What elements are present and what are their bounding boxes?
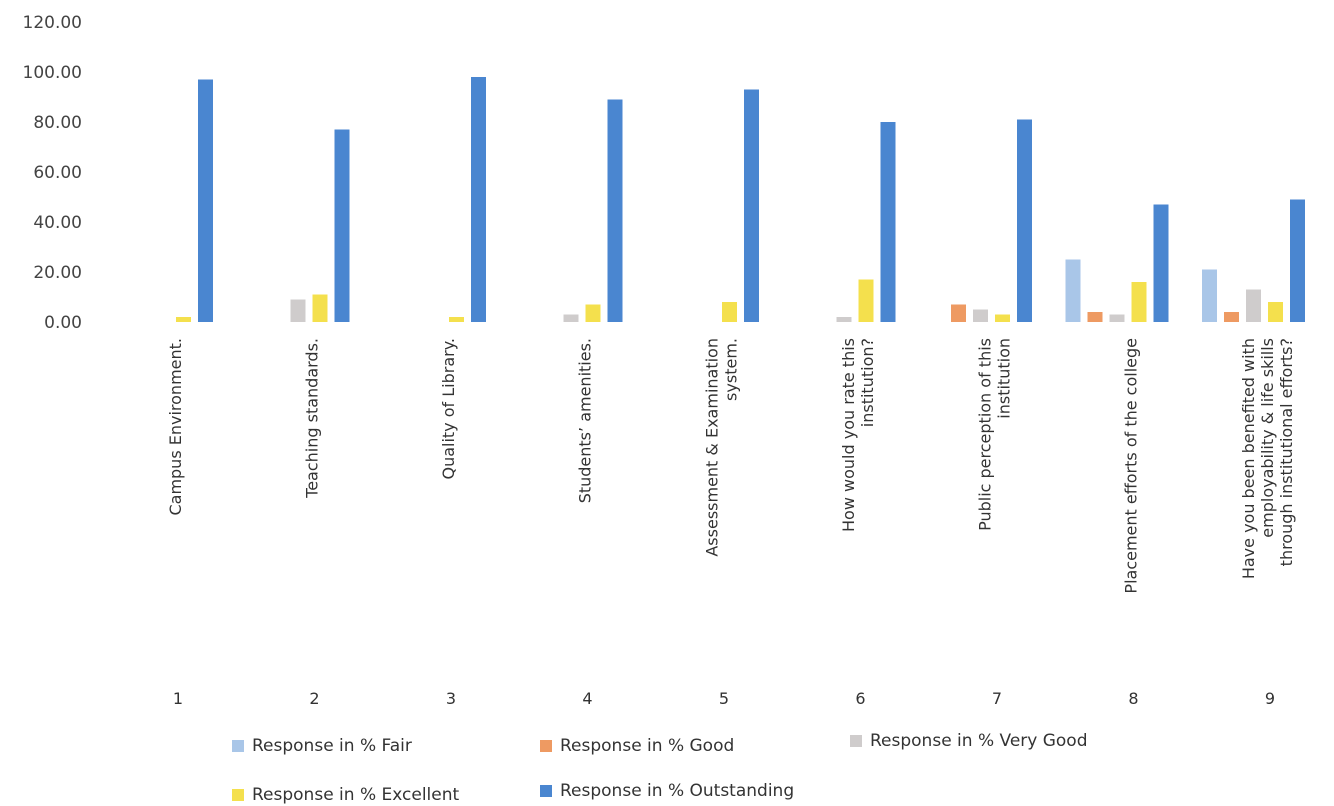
legend-label-outstanding: Response in % Outstanding [560,781,795,801]
legend-label-excellent: Response in % Excellent [252,785,460,805]
y-axis: 0.00 20.00 40.00 60.00 80.00 100.00 120.00 [23,13,82,333]
category-number-6: 6 [855,689,865,708]
legend-label-fair: Response in % Fair [252,736,412,756]
category-label-line: Assessment & Examination [703,338,722,557]
category-label-9: Have you been benefited withemployabilit… [1239,338,1296,579]
category-number-3: 3 [446,689,456,708]
category-label-line: Students’ amenities. [576,338,595,503]
bar-outstanding-1 [198,79,213,322]
y-tick-label: 0.00 [44,313,82,333]
bar-very-good-4 [563,314,579,322]
category-label-1: Campus Environment. [166,338,185,516]
legend-fair: Response in % Fair [232,736,412,756]
y-tick-label: 120.00 [23,13,82,33]
category-number-4: 4 [582,689,592,708]
legend-swatch-outstanding [540,785,552,797]
bar-excellent-9 [1268,302,1283,322]
bar-excellent-6 [858,279,874,322]
category-label-line: Have you been benefited with [1239,338,1258,579]
category-label-3: Quality of Library. [439,338,458,480]
bar-outstanding-8 [1153,204,1169,322]
category-labels: Campus Environment. Teaching standards. Qu… [166,338,1296,594]
category-label-5: Assessment & Examinationsystem. [703,338,741,557]
category-number-8: 8 [1128,689,1138,708]
bar-very-good-9 [1246,289,1261,322]
category-label-line: institution [995,338,1014,419]
category-label-7: Public perception of thisinstitution [976,338,1014,531]
bar-outstanding-2 [334,129,350,322]
category-number-2: 2 [309,689,319,708]
bar-good-8 [1087,312,1103,322]
category-number-1: 1 [173,689,183,708]
bar-excellent-2 [312,294,328,322]
category-label-6: How would you rate thisinstitution? [839,338,877,532]
legend-outstanding: Response in % Outstanding [540,781,794,801]
bar-very-good-8 [1109,314,1125,322]
bar-outstanding-9 [1290,199,1305,322]
category-label-2: Teaching standards. [303,338,322,499]
legend-swatch-good [540,740,552,752]
category-label-line: Teaching standards. [303,338,322,499]
legend-swatch-very-good [850,735,862,747]
y-tick-label: 20.00 [33,263,82,283]
category-label-line: institution? [858,338,877,427]
bar-outstanding-4 [607,99,623,322]
bar-excellent-1 [176,317,191,322]
legend-label-good: Response in % Good [560,736,735,756]
category-label-4: Students’ amenities. [576,338,595,503]
category-number-7: 7 [992,689,1002,708]
category-label-8: Placement efforts of the college [1122,338,1141,594]
bar-very-good-6 [836,317,852,322]
category-label-line: Quality of Library. [439,338,458,480]
bars [176,77,1305,322]
bar-very-good-2 [290,299,306,322]
category-label-line: through institutional efforts? [1277,338,1296,566]
bar-very-good-7 [973,309,988,322]
category-label-line: Public perception of this [976,338,995,531]
y-tick-label: 80.00 [33,113,82,133]
bar-fair-8 [1065,259,1081,322]
bar-good-9 [1224,312,1239,322]
legend-excellent: Response in % Excellent [232,785,459,805]
category-label-line: system. [722,338,741,401]
bar-excellent-8 [1131,282,1147,322]
y-tick-label: 40.00 [33,213,82,233]
category-label-line: Campus Environment. [166,338,185,516]
bar-outstanding-3 [471,77,486,322]
bar-good-7 [951,304,966,322]
category-label-line: Placement efforts of the college [1122,338,1141,594]
category-numbers: 1 2 3 4 5 6 7 8 9 [173,689,1275,708]
bar-excellent-7 [995,314,1010,322]
legend-swatch-fair [232,740,244,752]
category-number-9: 9 [1265,689,1275,708]
legend-swatch-excellent [232,789,244,801]
bar-excellent-3 [449,317,464,322]
bar-excellent-5 [722,302,737,322]
category-label-line: How would you rate this [839,338,858,532]
y-tick-label: 100.00 [23,63,82,83]
bar-outstanding-5 [744,89,759,322]
legend-very-good: Response in % Very Good [850,731,1088,751]
bar-fair-9 [1202,269,1217,322]
y-tick-label: 60.00 [33,163,82,183]
legend-label-very-good: Response in % Very Good [870,731,1088,751]
bar-excellent-4 [585,304,601,322]
bar-outstanding-6 [880,122,896,322]
legend-good: Response in % Good [540,736,734,756]
bar-outstanding-7 [1017,119,1032,322]
category-number-5: 5 [719,689,729,708]
category-label-line: employability & life skills [1258,338,1277,538]
